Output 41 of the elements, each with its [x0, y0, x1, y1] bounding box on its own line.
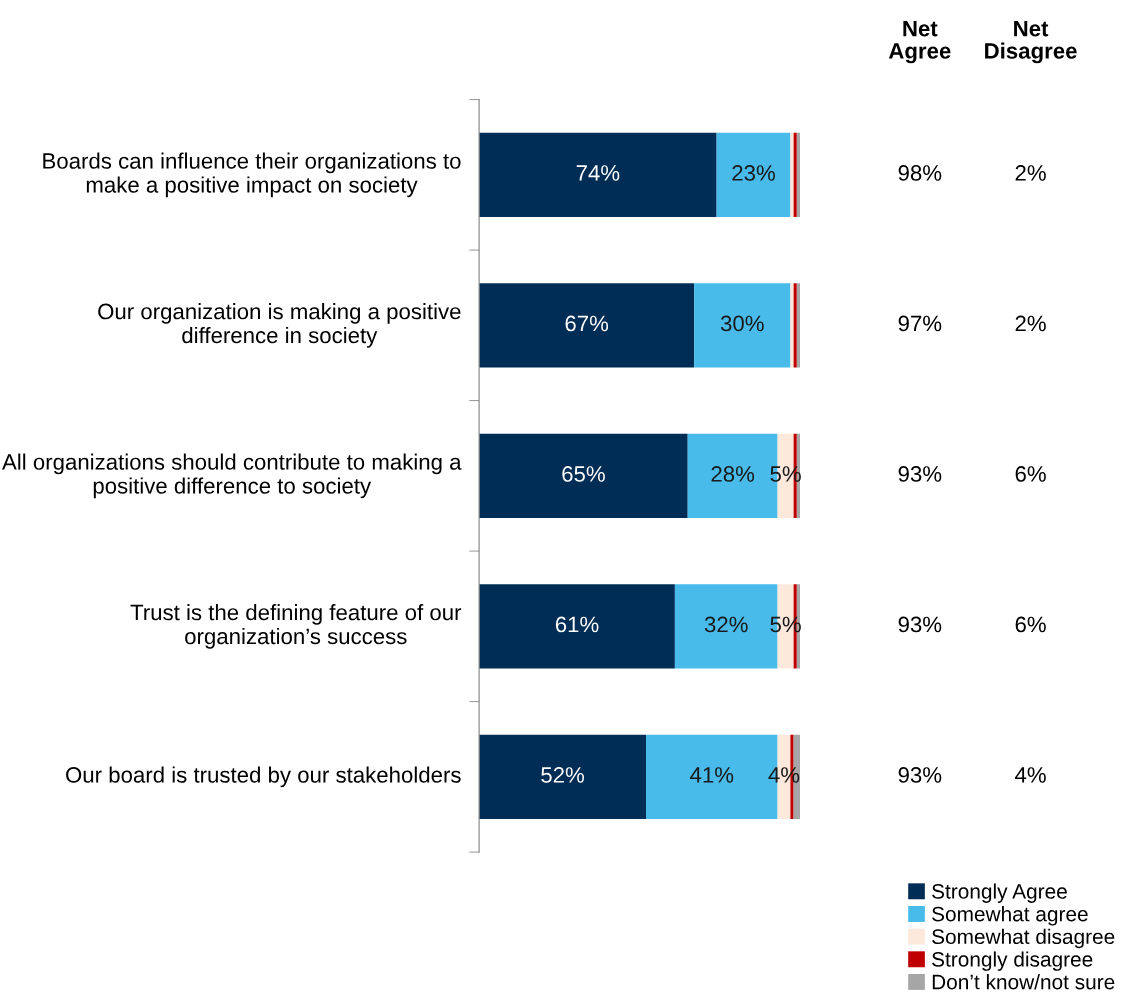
y-tick-label: Trust is the defining feature of our organization’s success — [130, 604, 462, 649]
text: 93% — [898, 466, 942, 482]
text: 98% — [898, 165, 942, 181]
bar — [796, 132, 801, 217]
y-tick-label: Boards can influence their organizations to make a positive impact on society — [43, 152, 461, 198]
data-label: 52% — [541, 767, 585, 783]
text: 97% — [898, 315, 942, 332]
text: 6% — [1015, 616, 1046, 633]
y-tick-label: Our board is trusted by our stakeholders — [66, 766, 461, 788]
bar — [479, 734, 646, 819]
legend-label: Strongly Agree — [932, 883, 1067, 903]
y-tick-label: All organizations should contribute to making a positive difference to society — [2, 453, 462, 499]
legend-label: Strongly disagree — [932, 951, 1093, 971]
text: 2% — [1015, 165, 1046, 181]
text: Net Disagree — [985, 20, 1077, 64]
text: 93% — [898, 616, 942, 633]
data-label: 61% — [555, 616, 599, 633]
data-label: 41% — [690, 767, 734, 783]
bar — [716, 132, 791, 217]
data-label: 23% — [732, 165, 775, 181]
data-label: 74% — [576, 165, 620, 181]
data-label: 32% — [704, 616, 748, 633]
data-label: 65% — [562, 466, 605, 482]
bar — [479, 132, 717, 217]
bar — [479, 584, 675, 669]
data-label: 67% — [565, 315, 609, 332]
text: Net Agree — [888, 20, 951, 64]
text: 93% — [898, 767, 942, 783]
legend-label: Somewhat disagree — [932, 928, 1115, 949]
bar — [694, 283, 791, 368]
y-tick-label: Our organization is making a positive difference in society — [98, 303, 461, 348]
data-label: 28% — [711, 466, 755, 482]
bar — [479, 433, 688, 518]
data-label: 30% — [720, 315, 764, 332]
legend-label: Somewhat agree — [932, 906, 1088, 926]
text: 6% — [1015, 466, 1046, 482]
text: 2% — [1015, 315, 1046, 332]
text: 4% — [1015, 767, 1046, 783]
bar — [479, 283, 695, 368]
bar — [796, 283, 801, 368]
legend-label: Don’t know/not sure — [932, 974, 1115, 990]
